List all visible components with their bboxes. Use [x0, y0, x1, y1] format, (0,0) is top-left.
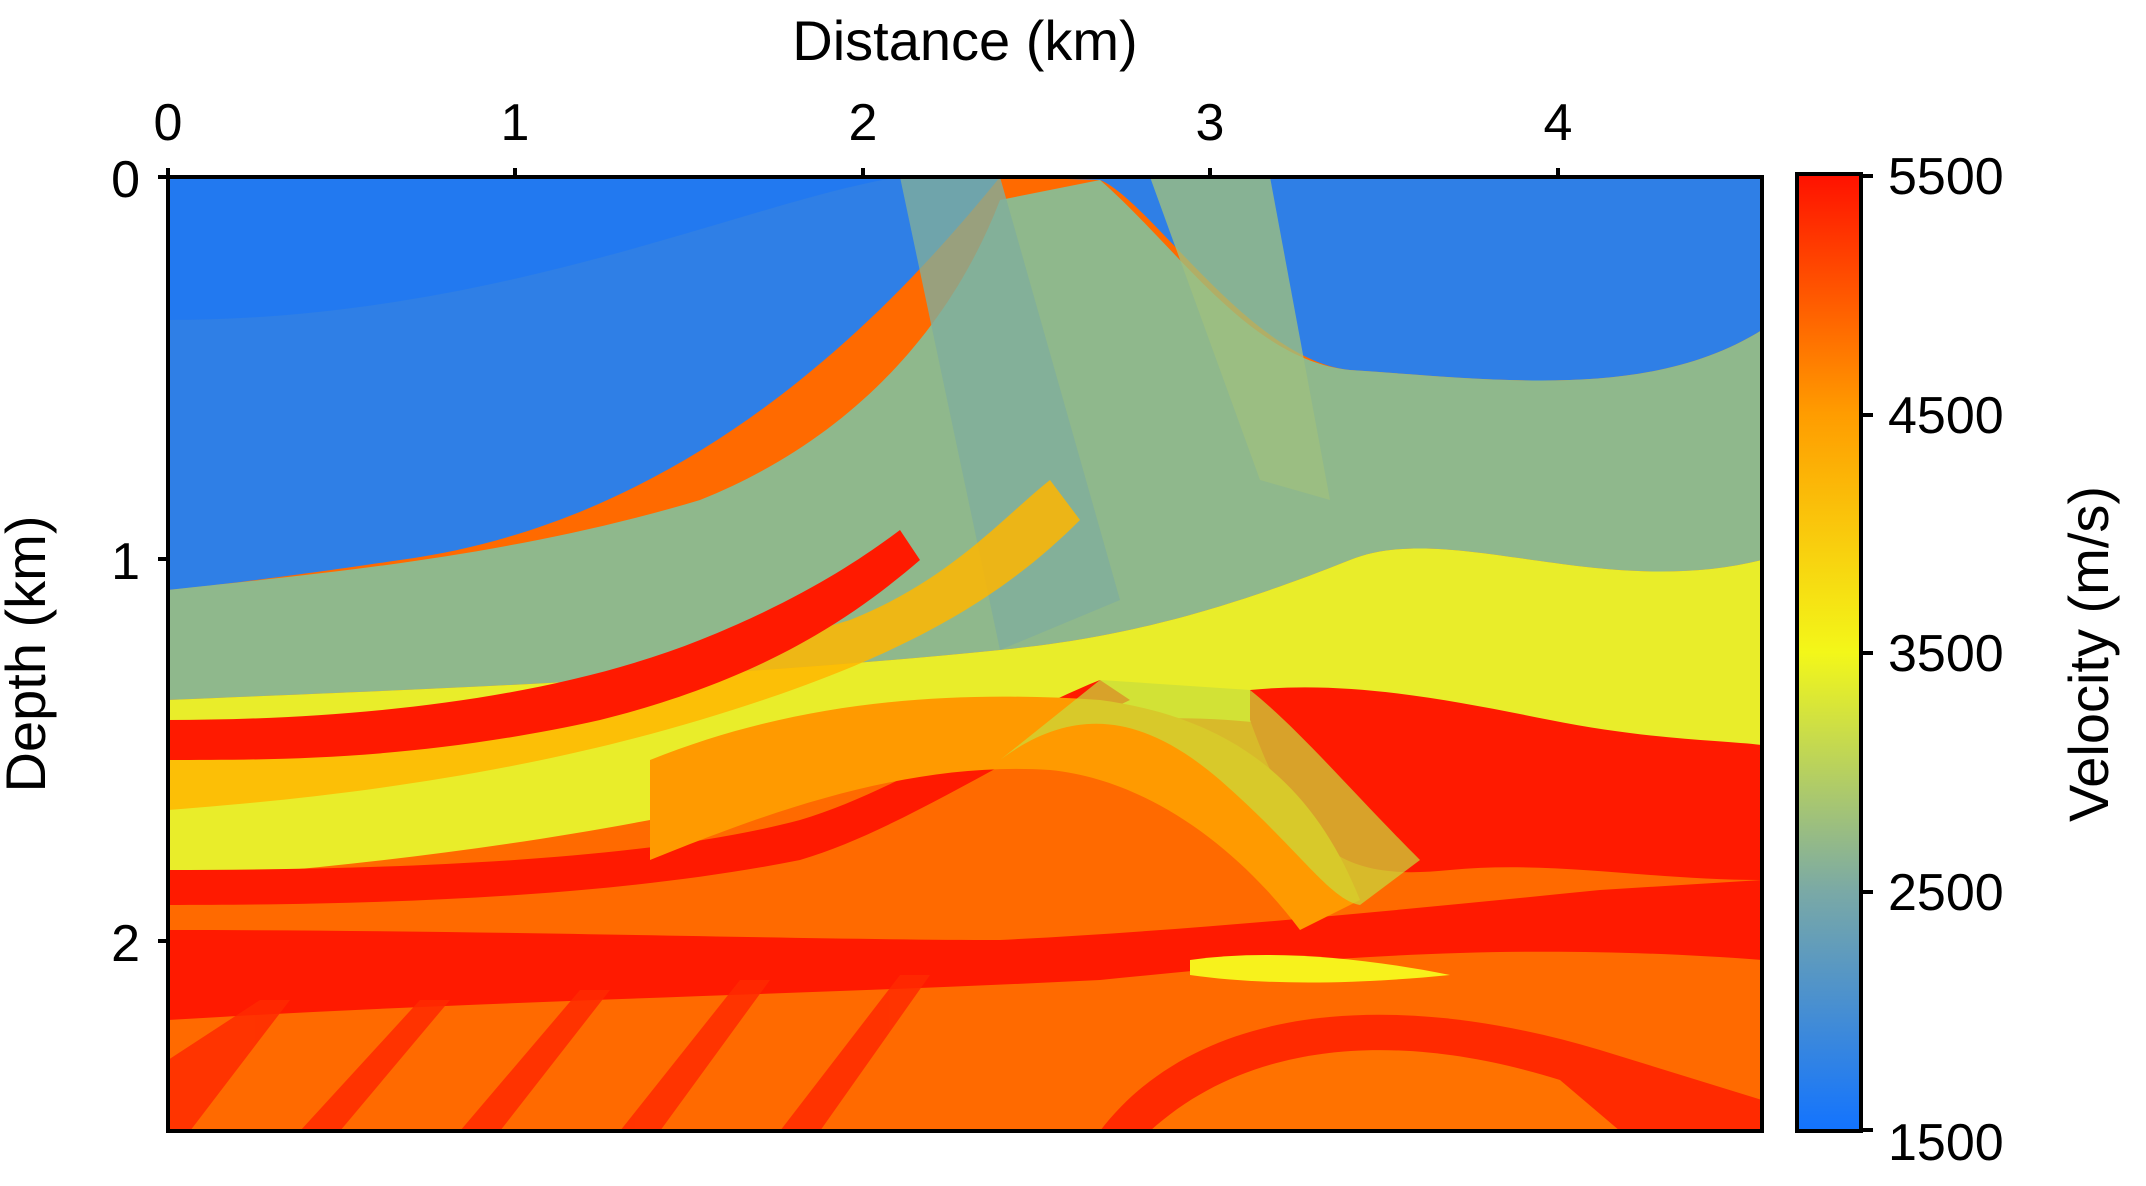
y-tick-label-1: 1 — [111, 533, 140, 591]
y-tick-label-0: 0 — [111, 151, 140, 209]
y-axis-title: Depth (km) — [0, 516, 57, 793]
colorbar-tick-labels: 5500 4500 3500 2500 1500 — [1888, 148, 2004, 1172]
x-tick-label-4: 4 — [1544, 94, 1573, 152]
velocity-heatmap — [168, 177, 1762, 1131]
colorbar-tick-label-3500: 3500 — [1888, 625, 2004, 683]
x-tick-label-1: 1 — [501, 94, 530, 152]
x-tick-label-0: 0 — [154, 94, 183, 152]
x-tick-label-3: 3 — [1196, 94, 1225, 152]
colorbar-tick-label-2500: 2500 — [1888, 864, 2004, 922]
colorbar-tick-label-1500: 1500 — [1888, 1114, 2004, 1172]
plot-frame — [166, 175, 1764, 1133]
colorbar-tick-label-4500: 4500 — [1888, 387, 2004, 445]
colorbar-title: Velocity (m/s) — [2057, 486, 2120, 822]
x-axis-title: Distance (km) — [792, 9, 1137, 72]
y-ticks — [158, 175, 168, 943]
colorbar-ticks — [1861, 174, 1873, 1132]
x-tick-labels: 0 1 2 3 4 — [154, 94, 1573, 152]
y-tick-labels: 0 1 2 — [111, 151, 140, 973]
colorbar — [1795, 172, 1863, 1133]
x-tick-label-2: 2 — [849, 94, 878, 152]
colorbar-tick-label-5500: 5500 — [1888, 148, 2004, 206]
y-tick-label-2: 2 — [111, 915, 140, 973]
